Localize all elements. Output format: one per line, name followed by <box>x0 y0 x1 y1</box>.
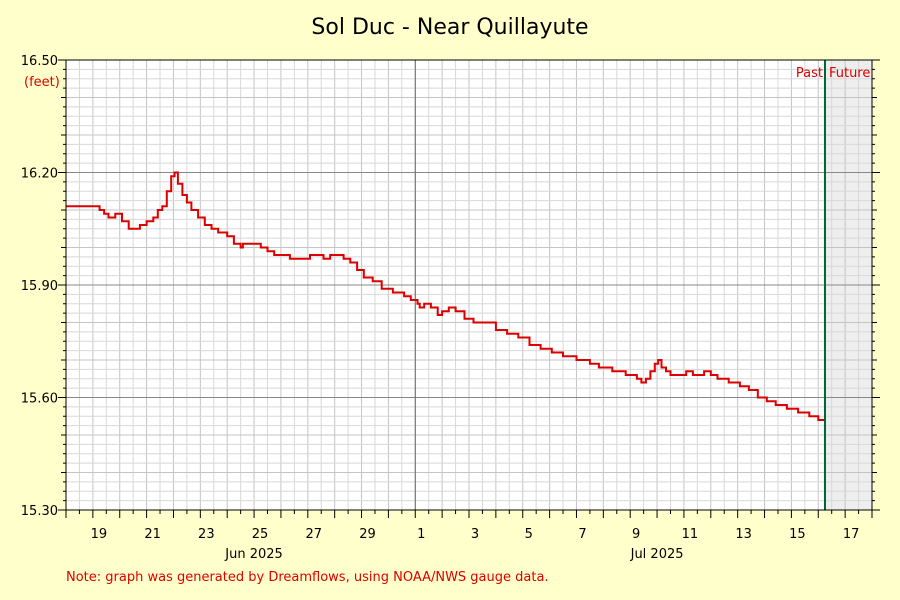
past-label: Past <box>796 66 823 81</box>
month-label: Jun 2025 <box>224 547 283 562</box>
chart-title: Sol Duc - Near Quillayute <box>311 15 588 40</box>
x-tick-label: 7 <box>578 527 586 542</box>
y-axis-unit: (feet) <box>24 75 60 90</box>
x-tick-label: 15 <box>789 527 806 542</box>
x-tick-labels: 19 21 23 25 27 29 1 3 5 7 9 11 13 15 17 <box>91 527 860 542</box>
y-tick-label: 16.20 <box>21 167 58 182</box>
y-tick-label: 16.50 <box>21 54 58 69</box>
series-line <box>66 171 826 432</box>
x-tick-label: 23 <box>198 527 215 542</box>
x-tick-label: 21 <box>144 527 161 542</box>
x-tick-label: 9 <box>632 527 640 542</box>
footnote: Note: graph was generated by Dreamflows,… <box>66 570 549 585</box>
x-tick-label: 27 <box>306 527 323 542</box>
x-tick-label: 13 <box>735 527 752 542</box>
y-tick-label: 15.90 <box>21 279 58 294</box>
x-tick-label: 25 <box>252 527 269 542</box>
axis-ticks <box>58 59 880 518</box>
y-tick-labels: 16.50 16.20 15.90 15.60 15.30 <box>21 54 58 519</box>
x-tick-label: 1 <box>417 527 425 542</box>
month-label: Jul 2025 <box>630 547 684 562</box>
month-labels: Jun 2025 Jul 2025 <box>224 547 683 562</box>
x-tick-label: 11 <box>682 527 699 542</box>
x-tick-label: 19 <box>91 527 108 542</box>
future-label: Future <box>829 66 870 81</box>
x-tick-label: 29 <box>359 527 376 542</box>
x-tick-label: 3 <box>471 527 479 542</box>
x-tick-label: 5 <box>525 527 533 542</box>
y-tick-label: 15.60 <box>21 392 58 407</box>
y-tick-label: 15.30 <box>21 504 58 519</box>
series-lines <box>66 171 826 432</box>
x-tick-label: 17 <box>843 527 860 542</box>
